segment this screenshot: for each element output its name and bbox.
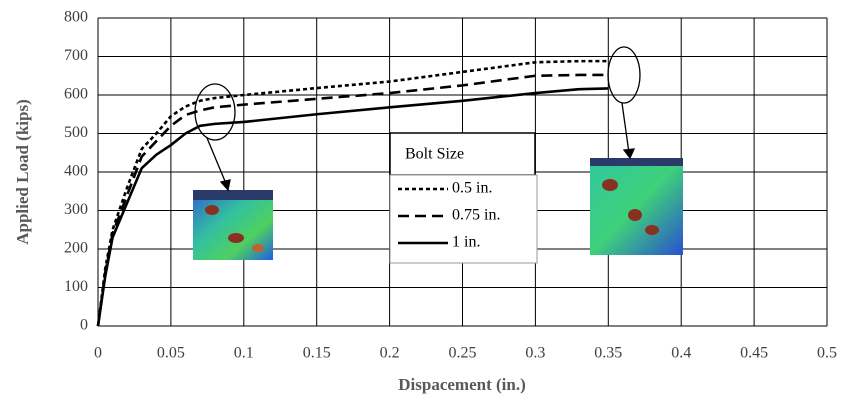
legend-label: 0.75 in. [452, 207, 500, 224]
x-tick-label: 0.4 [671, 345, 691, 362]
legend-title: Bolt Size [405, 146, 464, 163]
y-tick-label: 100 [64, 278, 88, 295]
x-tick-label: 0.25 [449, 345, 477, 362]
fe-image-left [193, 190, 273, 260]
y-tick-label: 500 [64, 124, 88, 141]
x-tick-label: 0.1 [234, 345, 254, 362]
fe-image-right [590, 158, 683, 255]
legend-label: 1 in. [452, 234, 480, 251]
y-tick-label: 600 [64, 86, 88, 103]
x-tick-label: 0.3 [525, 345, 545, 362]
x-tick-label: 0.05 [157, 345, 185, 362]
y-tick-label: 300 [64, 201, 88, 218]
x-tick-label: 0.15 [303, 345, 331, 362]
legend: Bolt Size 0.5 in. 0.75 in. 1 in. [390, 133, 537, 263]
y-tick-label: 400 [64, 163, 88, 180]
x-tick-label: 0.5 [817, 345, 837, 362]
x-tick-label: 0.45 [740, 345, 768, 362]
y-tick-label: 800 [64, 9, 88, 26]
legend-label: 0.5 in. [452, 180, 492, 197]
chart: Dispacement (in.) Applied Load (kips) 0 1… [0, 0, 841, 402]
x-axis-title: Dispacement (in.) [398, 375, 525, 394]
x-tick-label: 0.35 [594, 345, 622, 362]
y-tick-label: 0 [80, 317, 88, 334]
y-tick-label: 700 [64, 47, 88, 64]
x-tick-label: 0 [94, 345, 102, 362]
page: {"chart_data": { "type": "line", "x_labe… [0, 0, 841, 402]
y-tick-label: 200 [64, 240, 88, 257]
x-tick-label: 0.2 [380, 345, 400, 362]
y-axis-title: Applied Load (kips) [13, 99, 32, 245]
